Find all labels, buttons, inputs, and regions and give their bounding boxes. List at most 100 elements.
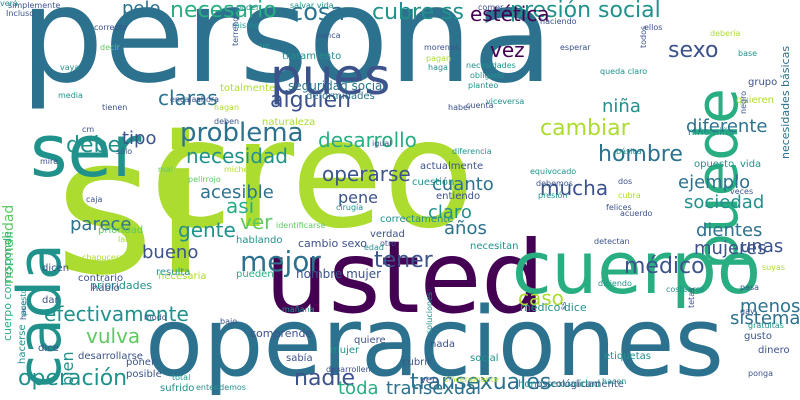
cloud-word: deformidades <box>306 91 375 102</box>
cloud-word: suyas <box>762 263 786 272</box>
cloud-word: tipo <box>122 128 157 149</box>
cloud-word: diciendo <box>598 279 632 288</box>
cloud-word: terreno <box>231 16 240 46</box>
cloud-word: haber <box>448 103 472 112</box>
cloud-word: mujer <box>330 345 360 356</box>
cloud-word: verdad <box>370 229 405 240</box>
cloud-word: simplemente <box>8 1 61 10</box>
cloud-word: mire <box>40 157 59 166</box>
cloud-word: entiendo <box>436 191 481 202</box>
cloud-word: cambio sexo <box>298 237 367 250</box>
cloud-word: acesible <box>200 182 274 203</box>
cloud-word: gusto <box>744 331 772 342</box>
cloud-word: pene <box>338 188 378 207</box>
cloud-word: hacerse <box>17 324 28 364</box>
cloud-word: claro <box>428 202 472 223</box>
cloud-word: modo <box>144 313 167 322</box>
cloud-word: efectivamente <box>44 302 189 326</box>
cloud-word: necesidad <box>186 144 288 168</box>
cloud-word: Incluso <box>6 9 35 18</box>
cloud-word: media <box>58 91 83 100</box>
cloud-word: verá <box>0 0 18 8</box>
cloud-word: prioridades <box>90 279 153 292</box>
cloud-word: dinero <box>758 345 790 356</box>
cloud-word: social <box>470 353 499 364</box>
cloud-word: bien <box>58 351 77 386</box>
cloud-word: bueno <box>142 242 199 263</box>
cloud-word: costearse <box>666 285 705 294</box>
cloud-word: michelín <box>224 165 258 174</box>
cloud-word: opuesto <box>694 159 735 170</box>
cloud-word: actualmente <box>420 161 484 172</box>
cloud-word: necesidades básicas <box>779 45 792 159</box>
cloud-word: desarrollarse <box>78 351 143 362</box>
cloud-word: correctamente <box>380 214 454 225</box>
cloud-word: mucha <box>540 176 609 200</box>
cloud-word: poder <box>236 3 260 12</box>
cloud-word: usted <box>265 219 545 336</box>
cloud-word: médico dice <box>520 301 587 314</box>
cloud-word: debemos <box>536 179 573 188</box>
cloud-word: detectan <box>594 237 630 246</box>
cloud-word: sufrido <box>160 383 195 394</box>
cloud-word: sabía <box>286 353 313 364</box>
cloud-word: felices <box>606 203 632 212</box>
cloud-word: salvar vida <box>290 1 334 10</box>
cloud-word: ss <box>559 301 568 310</box>
cloud-word: operación <box>18 366 128 391</box>
cloud-word: haga <box>428 63 448 72</box>
cloud-word: necesidades <box>466 61 516 70</box>
cloud-word: dice <box>38 343 59 354</box>
cloud-word: toda <box>338 378 379 399</box>
cloud-word: cuerpo corresponde <box>1 231 14 341</box>
cloud-word: quieren <box>736 95 774 106</box>
cloud-word: viceversa <box>486 97 525 106</box>
cloud-word: homosexualidad <box>518 379 601 390</box>
cloud-word: sinceramente <box>444 375 499 384</box>
cloud-word: si <box>55 96 207 317</box>
cloud-word: mejor <box>240 245 321 278</box>
cloud-word: posible <box>126 369 162 380</box>
cloud-word: hacen <box>602 377 627 386</box>
cloud-word: base <box>738 49 758 58</box>
cloud-word: tetas <box>687 287 696 308</box>
cloud-word: negro <box>739 90 748 114</box>
cloud-word: ponga <box>748 369 774 378</box>
cloud-word: cambiar <box>540 116 630 141</box>
cloud-word: correcto <box>94 23 127 32</box>
cloud-word: quiere <box>354 335 386 346</box>
cloud-word: etiquetas <box>604 351 651 362</box>
cloud-word: haciendo <box>540 17 577 26</box>
cloud-word: pues <box>270 48 391 106</box>
cloud-word: diferencia <box>452 147 492 156</box>
cloud-word: puesto <box>19 288 28 316</box>
cloud-word: psicológicamente <box>536 379 624 390</box>
cloud-word: cm <box>82 125 95 134</box>
cloud-word: morenos <box>424 43 459 52</box>
cloud-word: encajar <box>170 95 200 104</box>
cloud-word: sexo <box>668 38 719 63</box>
cloud-word: chapuceras <box>82 253 129 262</box>
cloud-word: vez <box>490 38 525 62</box>
cloud-word: tratamiento <box>282 51 342 62</box>
cloud-word: años <box>444 218 487 239</box>
cloud-word: desarrollo <box>318 128 417 152</box>
cloud-word: vaya <box>60 63 80 72</box>
cloud-word: resulta <box>156 267 191 278</box>
cloud-word: edad <box>364 243 384 252</box>
cloud-word: pasa <box>740 283 760 292</box>
cloud-word: dos <box>618 177 633 186</box>
cloud-word: cuenta <box>466 101 494 110</box>
cloud-word: cubra <box>618 191 641 200</box>
cloud-word: menos <box>740 296 800 317</box>
cloud-word: identificarse <box>276 221 326 230</box>
cloud-word: necesario <box>170 0 277 23</box>
cloud-word: hagan <box>214 103 240 112</box>
cloud-word: hombre mujer <box>296 267 382 281</box>
cloud-word: otro <box>380 239 397 248</box>
cloud-word: mismo <box>232 21 259 30</box>
cloud-word: necesaria <box>158 271 207 282</box>
cloud-word: planteo <box>468 81 499 90</box>
cloud-word: alguien <box>270 88 352 113</box>
